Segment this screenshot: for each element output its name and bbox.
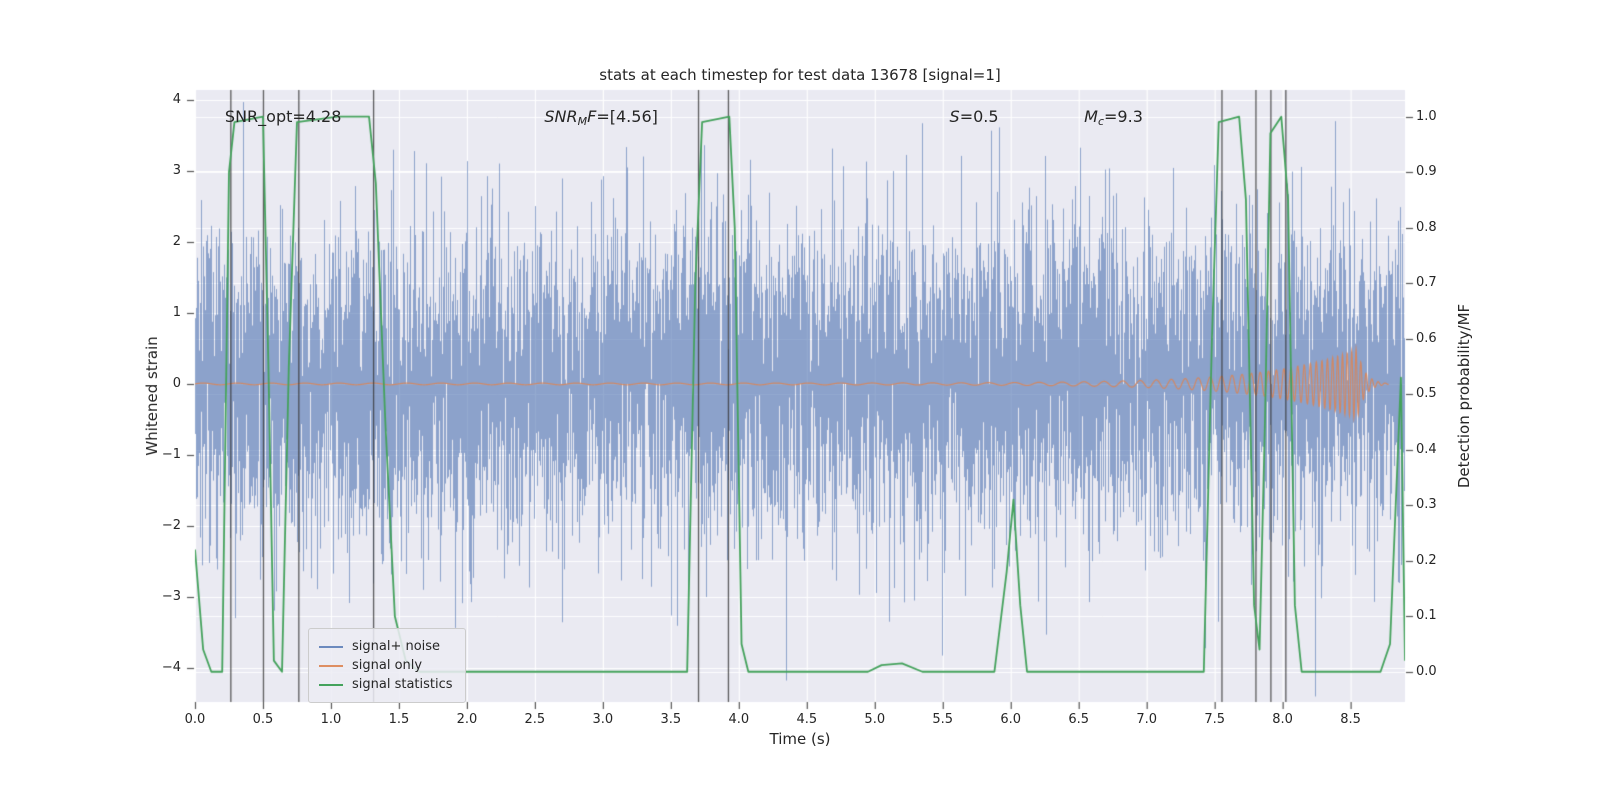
legend-label: signal statistics (352, 677, 453, 692)
legend-item: signal+ noise (319, 637, 453, 656)
legend-item: signal statistics (319, 675, 453, 694)
right-y-axis-label: Detection probability/MF (1455, 303, 1473, 489)
legend-line-swatch (319, 645, 343, 648)
legend-line-swatch (319, 664, 343, 667)
chart-title: stats at each timestep for test data 136… (599, 66, 1001, 84)
left-y-axis-label: Whitened strain (143, 336, 161, 456)
legend-label: signal only (352, 658, 423, 673)
legend-line-swatch (319, 683, 343, 686)
legend-item: signal only (319, 656, 453, 675)
legend: signal+ noise signal only signal statistic… (308, 628, 466, 703)
x-axis-label: Time (s) (769, 730, 831, 748)
legend-label: signal+ noise (352, 639, 441, 654)
